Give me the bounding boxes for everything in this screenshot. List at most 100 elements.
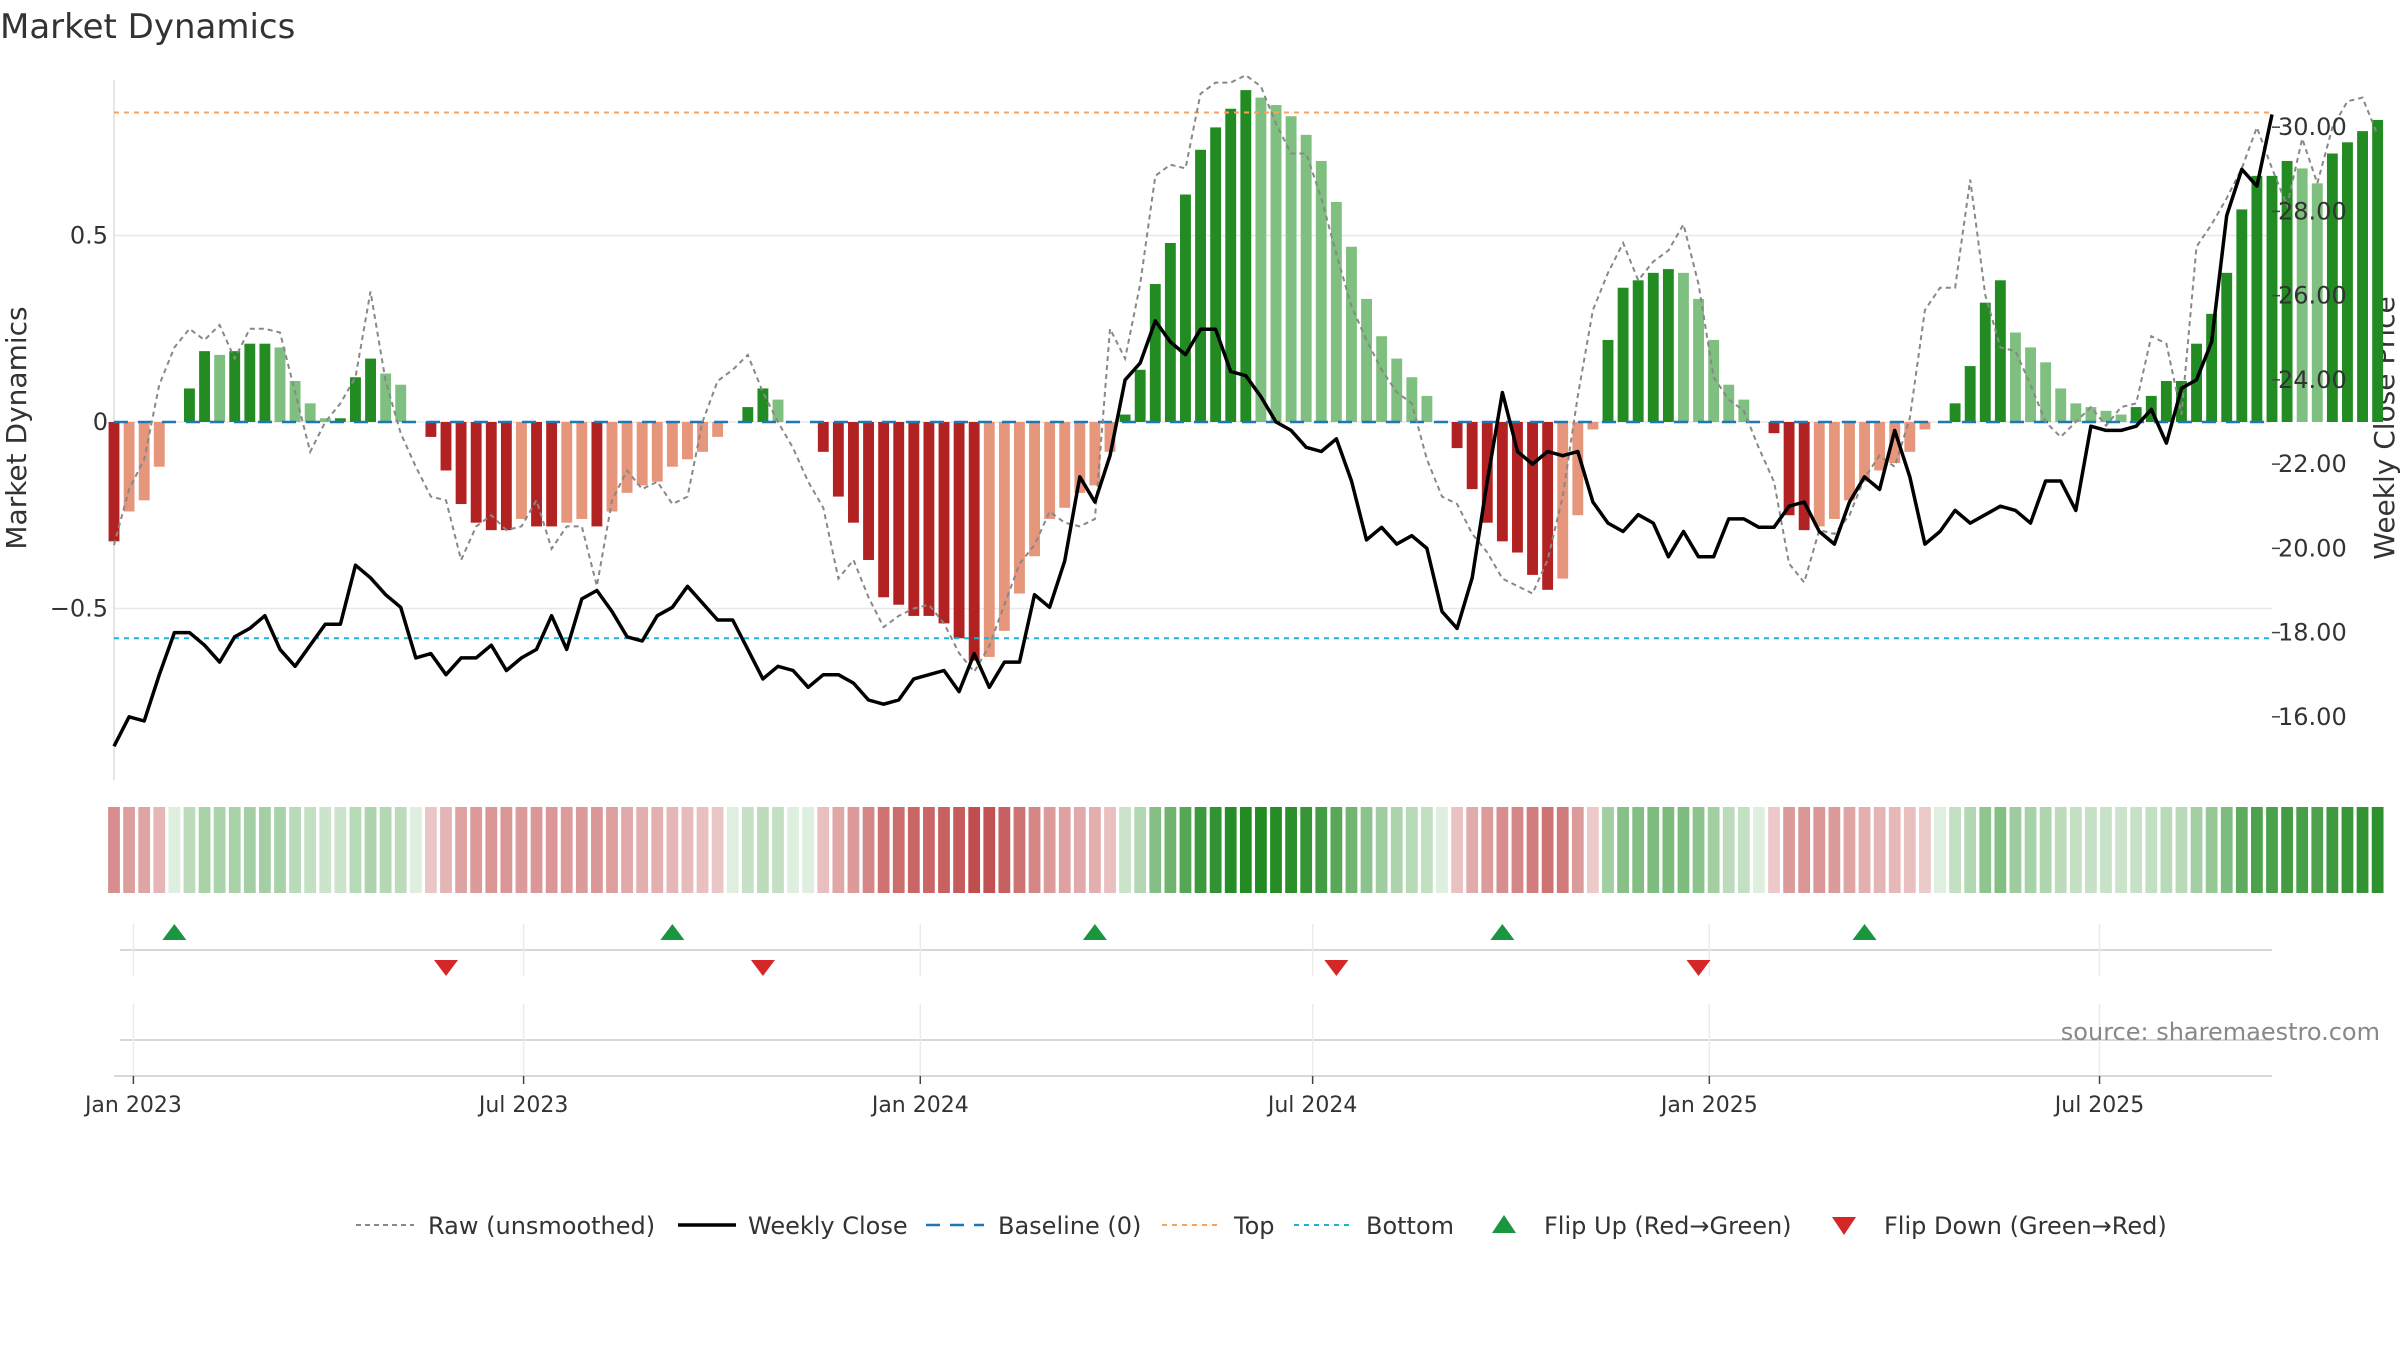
dynamics-bar (953, 422, 965, 639)
dynamics-bar (1391, 358, 1403, 422)
dynamics-bar (365, 358, 376, 422)
dynamics-bar (621, 422, 633, 493)
heat-cell (1043, 807, 1056, 893)
dynamics-bar (546, 422, 558, 527)
dynamics-bar (1828, 422, 1840, 519)
heat-cell (1737, 807, 1750, 893)
dynamics-bar (1632, 280, 1644, 422)
dynamics-bar (2236, 209, 2248, 422)
heat-cell (1405, 807, 1418, 893)
heat-cell (1239, 807, 1252, 893)
heat-cell (304, 807, 317, 893)
dynamics-bar (2115, 414, 2127, 422)
heat-cell (2356, 807, 2369, 893)
y-axis-title: Market Dynamics (0, 306, 33, 549)
heat-cell (847, 807, 860, 893)
heat-cell (349, 807, 362, 893)
heat-cell (153, 807, 166, 893)
y2-tick-label: 20.00 (2278, 534, 2347, 562)
legend-label-bottom: Bottom (1366, 1212, 1454, 1240)
heat-cell (1104, 807, 1116, 893)
dynamics-bar (1330, 201, 1342, 422)
heat-cell (440, 807, 452, 893)
dynamics-bar (576, 422, 588, 519)
heat-cell (168, 807, 181, 893)
heat-cell (1255, 807, 1267, 893)
dynamics-bar (2010, 332, 2021, 422)
dynamics-bar (1421, 395, 1433, 422)
dynamics-bar (425, 422, 437, 437)
heat-cell (515, 807, 528, 893)
heat-cell (1345, 807, 1358, 893)
flip-up-marker (1082, 924, 1107, 940)
heat-cell (968, 807, 981, 893)
heat-cell (1602, 807, 1614, 893)
x-tick-label: Jul 2023 (477, 1093, 569, 1118)
dynamics-bar (1270, 105, 1282, 422)
dynamics-bar (606, 422, 618, 512)
dynamics-bar (1225, 108, 1237, 422)
heat-cell (1783, 807, 1795, 893)
heat-cell (877, 807, 890, 893)
dynamics-bar (1255, 97, 1267, 422)
series-lines (112, 74, 2379, 748)
heat-cell (545, 807, 558, 893)
dynamics-bar (1949, 403, 1961, 422)
dynamics-bar (1376, 336, 1388, 422)
heat-cell (2145, 807, 2158, 893)
dynamics-bar (968, 422, 980, 661)
x-tick-label: Jan 2024 (870, 1093, 969, 1118)
dynamics-bar (1587, 422, 1599, 430)
heat-cell (1632, 807, 1645, 893)
dynamics-bar (2055, 388, 2067, 422)
dynamics-bar (742, 407, 754, 422)
heat-cell (2054, 807, 2067, 893)
dynamics-bar (1119, 414, 1131, 422)
heat-cell (1013, 807, 1026, 893)
x-tick-label: Jan 2023 (83, 1093, 182, 1118)
heat-cell (681, 807, 694, 893)
heat-cell (379, 807, 392, 893)
dynamics-bar (2025, 347, 2036, 422)
heat-cell (892, 807, 905, 893)
legend: Raw (unsmoothed) Weekly Close Baseline (0)… (356, 1212, 2167, 1240)
heat-cell (1421, 807, 1433, 893)
heat-cell (2100, 807, 2112, 893)
heat-cell (938, 807, 950, 893)
heat-cell (1858, 807, 1871, 893)
dynamics-bar (2311, 183, 2323, 422)
heat-cell (621, 807, 633, 893)
heat-cell (832, 807, 845, 893)
heat-cell (1466, 807, 1479, 893)
dynamics-bar (1089, 422, 1101, 486)
dynamics-bar (2191, 343, 2202, 422)
dynamics-bar (485, 422, 497, 531)
dynamics-bar (1919, 422, 1931, 430)
heat-cell (772, 807, 784, 893)
heat-cell (2281, 807, 2293, 893)
y2-tick-label: 28.00 (2278, 197, 2347, 225)
heat-cell (923, 807, 935, 893)
dynamics-bar (848, 422, 859, 523)
dynamics-bar (1315, 160, 1327, 423)
y-axis-ticks: −0.5 0 0.5 (50, 222, 108, 623)
heat-cell (1300, 807, 1313, 893)
heat-cell (1209, 807, 1222, 893)
heat-cell (1179, 807, 1192, 893)
heat-cell (1481, 807, 1494, 893)
dynamics-bar (1617, 287, 1629, 422)
dynamics-bar (1195, 149, 1206, 423)
legend-label-flip_up: Flip Up (Red→Green) (1544, 1212, 1792, 1240)
y-tick-label: −0.5 (50, 594, 108, 622)
flip-up-marker (660, 924, 685, 940)
dynamics-bar (531, 422, 542, 527)
dynamics-bar (1300, 134, 1312, 422)
dynamics-bar (1874, 422, 1886, 471)
dynamics-bar (395, 384, 407, 422)
heat-cell (862, 807, 875, 893)
dynamics-bar (1844, 422, 1855, 501)
heat-cell (2069, 807, 2082, 893)
dynamics-bar (1678, 272, 1689, 422)
heat-cell (1149, 807, 1162, 893)
dynamics-bar (1979, 302, 1991, 422)
